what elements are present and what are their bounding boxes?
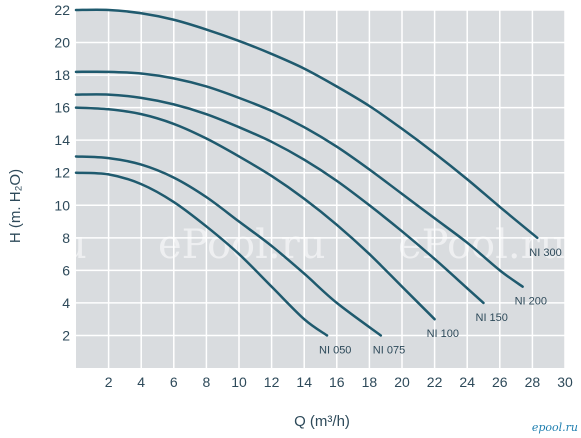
y-tick-22: 22: [54, 2, 70, 18]
x-tick-20: 20: [394, 374, 410, 390]
y-tick-10: 10: [54, 197, 70, 213]
x-tick-30: 30: [557, 374, 573, 390]
curve-ni-050: [74, 171, 329, 337]
y-tick-4: 4: [62, 295, 70, 311]
y-tick-labels: 2 4 6 8 10 12 14 16 18 20 22: [54, 2, 70, 343]
x-tick-26: 26: [492, 374, 508, 390]
series-labels: NI 050 NI 075 NI 100 NI 150 NI 200 NI 300: [319, 247, 562, 357]
x-tick-6: 6: [170, 374, 178, 390]
grid-lines: [76, 9, 566, 368]
x-tick-12: 12: [264, 374, 280, 390]
curves: [74, 8, 539, 337]
curve-ni-150: [74, 93, 485, 305]
watermark-left: cl.ru: [0, 222, 87, 268]
x-axis-title: Q (m³/h): [294, 413, 350, 430]
series-label-ni-050: NI 050: [319, 344, 351, 356]
x-tick-22: 22: [427, 374, 443, 390]
x-tick-18: 18: [362, 374, 378, 390]
x-tick-8: 8: [203, 374, 211, 390]
x-tick-16: 16: [329, 374, 345, 390]
y-tick-2: 2: [62, 327, 70, 343]
y-tick-12: 12: [54, 165, 70, 181]
y-tick-8: 8: [62, 230, 70, 246]
series-label-ni-100: NI 100: [427, 328, 459, 340]
y-tick-18: 18: [54, 67, 70, 83]
x-tick-14: 14: [296, 374, 312, 390]
y-tick-16: 16: [54, 100, 70, 116]
x-tick-10: 10: [231, 374, 247, 390]
series-label-ni-150: NI 150: [476, 312, 508, 324]
curve-ni-200: [74, 70, 524, 288]
curve-ni-100: [74, 106, 436, 321]
watermark-right: ePool.ru: [398, 222, 566, 268]
curve-ni-075: [74, 155, 383, 337]
y-tick-6: 6: [62, 262, 70, 278]
curve-ni-300: [74, 8, 539, 240]
x-tick-labels: 2 4 6 8 10 12 14 16 18 20 22 24 26 28 30: [105, 374, 573, 390]
x-tick-28: 28: [525, 374, 541, 390]
y-axis-title: H (m. H₂O): [7, 169, 24, 243]
corner-logo: epool.ru: [532, 421, 578, 434]
series-label-ni-300: NI 300: [529, 247, 561, 259]
y-tick-20: 20: [54, 35, 70, 51]
x-tick-2: 2: [105, 374, 113, 390]
y-tick-14: 14: [54, 132, 70, 148]
series-label-ni-075: NI 075: [373, 344, 405, 356]
x-tick-24: 24: [459, 374, 475, 390]
x-tick-4: 4: [137, 374, 145, 390]
watermarks: cl.ru ePool.ru ePool.ru: [0, 222, 566, 268]
series-label-ni-200: NI 200: [515, 296, 547, 308]
plot-area: [76, 10, 565, 368]
watermark-center: ePool.ru: [158, 222, 326, 268]
